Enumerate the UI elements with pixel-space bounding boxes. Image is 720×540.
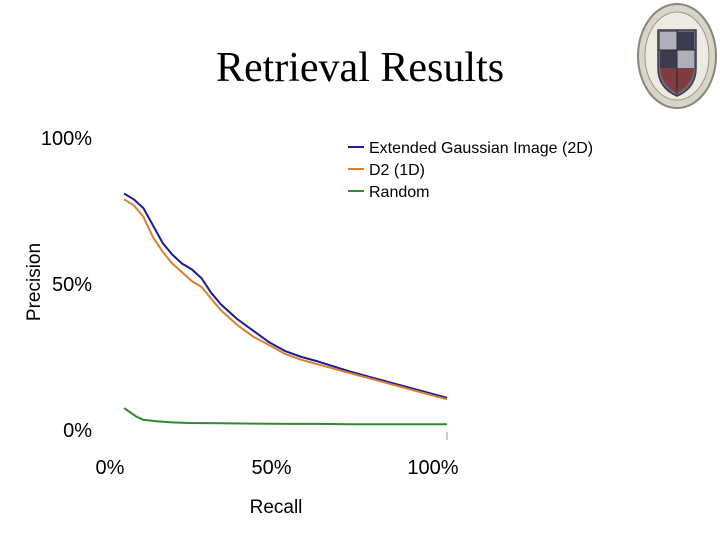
slide-title: Retrieval Results <box>215 45 505 91</box>
y-axis-label: Precision <box>24 243 45 321</box>
x-axis-label: Recall <box>250 497 303 518</box>
legend-label-extended-gaussian-image-2d: Extended Gaussian Image (2D) <box>369 140 593 157</box>
y-tick-label-50: 50% <box>52 274 92 296</box>
x-tick-label-50: 50% <box>251 457 291 479</box>
series-line-d2-1d <box>123 198 448 401</box>
university-seal-logo <box>637 3 717 109</box>
y-tick-label-100: 100% <box>41 128 92 150</box>
chart-legend: Extended Gaussian Image (2D) D2 (1D) Rando… <box>348 140 593 201</box>
x-tick-label-0: 0% <box>96 457 125 479</box>
legend-label-d2-1d: D2 (1D) <box>369 162 425 179</box>
series-line-random <box>123 407 447 426</box>
legend-label-random: Random <box>369 184 429 201</box>
y-tick-label-0: 0% <box>63 420 92 442</box>
series-line-extended-gaussian-image-2d <box>123 192 448 399</box>
x-tick-label-100: 100% <box>407 457 458 479</box>
